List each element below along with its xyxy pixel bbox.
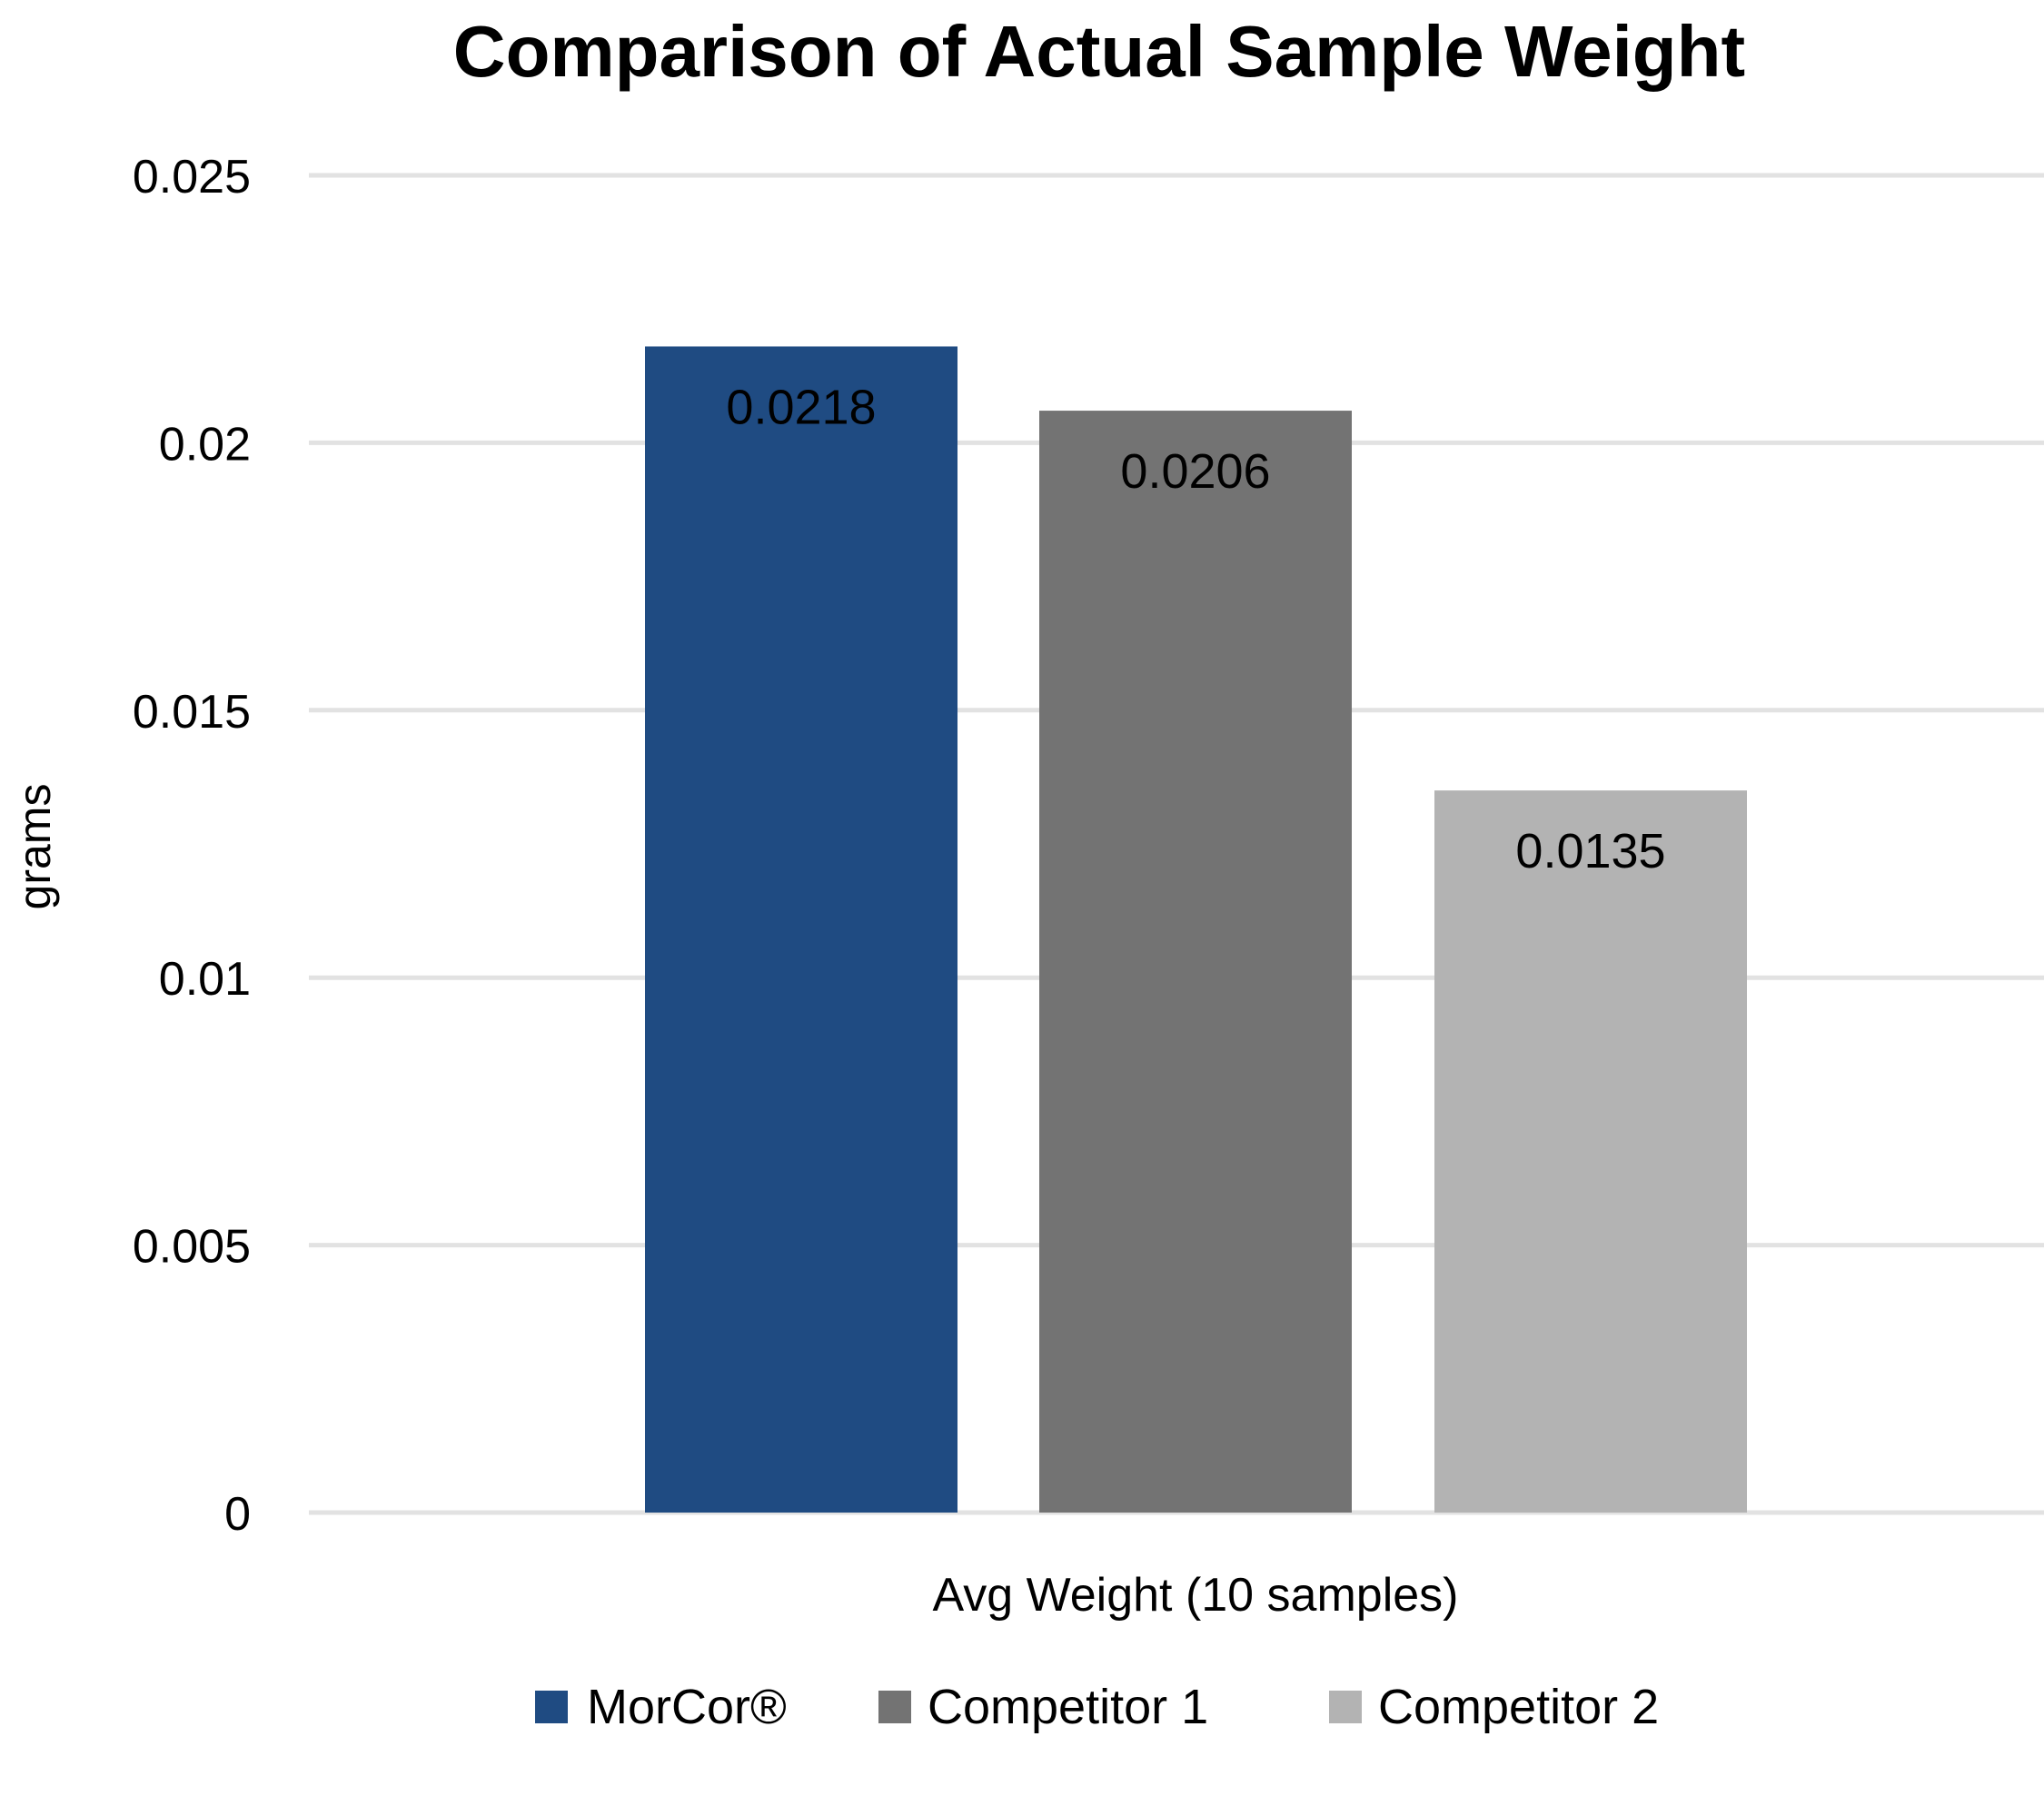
data-labels: 0.0218 0.0206 0.0135 xyxy=(726,380,1665,878)
chart-title: Comparison of Actual Sample Weight xyxy=(453,11,1745,92)
x-axis-label: Avg Weight (10 samples) xyxy=(932,1569,1458,1622)
y-tick-label: 0.02 xyxy=(159,418,251,471)
y-axis-ticks: 0 0.005 0.01 0.015 0.02 0.025 xyxy=(133,151,251,1541)
data-label: 0.0135 xyxy=(1515,824,1665,878)
bars xyxy=(645,346,1747,1513)
bar xyxy=(1039,411,1352,1513)
data-label: 0.0218 xyxy=(726,380,876,434)
legend-swatch xyxy=(1329,1691,1362,1723)
legend-swatch xyxy=(878,1691,911,1723)
legend-label: Competitor 2 xyxy=(1378,1680,1659,1734)
legend-swatch xyxy=(535,1691,568,1723)
bar xyxy=(645,346,958,1513)
y-tick-label: 0.025 xyxy=(133,151,251,203)
legend-label: Competitor 1 xyxy=(928,1680,1208,1734)
y-tick-label: 0 xyxy=(224,1488,251,1541)
y-tick-label: 0.015 xyxy=(133,686,251,739)
y-axis-label: grams xyxy=(9,784,60,910)
y-tick-label: 0.005 xyxy=(133,1221,251,1274)
bar xyxy=(1434,790,1747,1513)
legend: MorCor® Competitor 1 Competitor 2 xyxy=(535,1680,1659,1734)
data-label: 0.0206 xyxy=(1120,444,1270,499)
y-tick-label: 0.01 xyxy=(159,953,251,1006)
legend-label: MorCor® xyxy=(587,1680,787,1734)
